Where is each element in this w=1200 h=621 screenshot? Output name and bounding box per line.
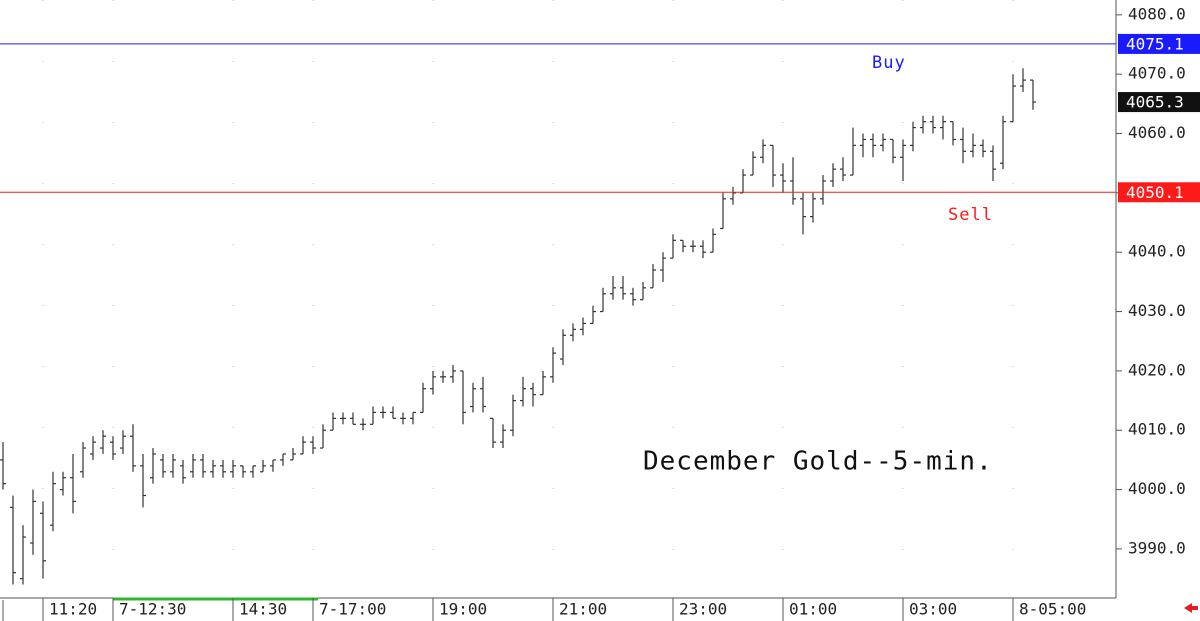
x-tick-label: 03:00 xyxy=(909,600,957,619)
y-tick-label: 4070.0 xyxy=(1128,64,1186,83)
y-tick-label: 4040.0 xyxy=(1128,242,1186,261)
level-label: Sell xyxy=(948,205,993,225)
x-tick-label: 11:20 xyxy=(49,600,97,619)
level-box xyxy=(1118,182,1200,203)
last-price: 4065.3 xyxy=(1126,93,1184,112)
level-label: Buy xyxy=(872,53,906,73)
x-tick-label: 14:30 xyxy=(239,600,287,619)
level-box xyxy=(1118,33,1200,54)
y-tick-label: 4000.0 xyxy=(1128,479,1186,498)
chart-annotation: December Gold--5-min. xyxy=(643,447,993,477)
y-tick-label: 4060.0 xyxy=(1128,123,1186,142)
level-value: 4075.1 xyxy=(1126,34,1184,53)
scroll-arrow[interactable] xyxy=(1184,603,1198,613)
y-tick-label: 4080.0 xyxy=(1128,4,1186,23)
y-tick-label: 4030.0 xyxy=(1128,301,1186,320)
level-value: 4050.1 xyxy=(1126,183,1184,202)
x-tick-label: 23:00 xyxy=(679,600,727,619)
x-tick-label: 8-05:00 xyxy=(1019,600,1086,619)
y-tick-label: 3990.0 xyxy=(1128,538,1186,557)
x-tick-label: 7-17:00 xyxy=(319,600,386,619)
y-tick-label: 4010.0 xyxy=(1128,420,1186,439)
x-tick-label: 01:00 xyxy=(789,600,837,619)
x-tick-label: 7-12:30 xyxy=(119,600,186,619)
last-price-box xyxy=(1118,92,1200,113)
x-tick-label: 21:00 xyxy=(559,600,607,619)
y-tick-label: 4020.0 xyxy=(1128,360,1186,379)
x-tick-label: 19:00 xyxy=(439,600,487,619)
